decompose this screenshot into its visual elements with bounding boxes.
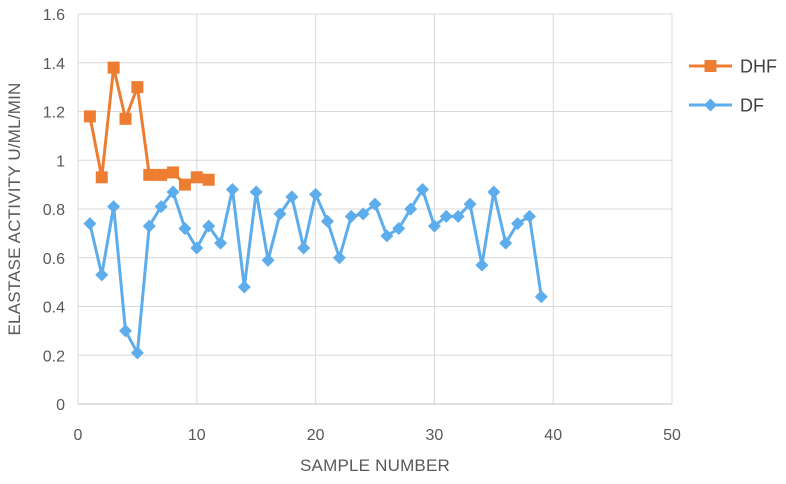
- data-point-df: [95, 268, 109, 282]
- data-point-df: [190, 241, 204, 255]
- data-point-df: [427, 219, 441, 233]
- data-point-df: [392, 222, 406, 235]
- data-point-df: [273, 207, 287, 221]
- data-point-df: [285, 190, 299, 204]
- y-axis-title: ELASTASE ACTIVITY U/ML/MIN: [5, 82, 24, 335]
- data-point-dhf: [119, 112, 132, 125]
- data-point-df: [344, 209, 358, 223]
- data-point-df: [511, 217, 525, 231]
- data-point-df: [166, 185, 180, 199]
- data-point-dhf: [178, 178, 191, 191]
- y-tick-label: 0.8: [43, 202, 65, 219]
- data-point-df: [261, 253, 275, 267]
- data-point-df: [463, 197, 477, 211]
- data-point-df: [404, 202, 418, 216]
- axes: 0 0.2 0.4 0.6 0.8 1 1.2 1.4 1.6 0 10 20 30 40 50: [43, 7, 681, 444]
- legend-entry-dhf: DHF: [689, 57, 777, 77]
- data-point-df: [368, 197, 382, 211]
- data-point-dhf: [202, 173, 215, 186]
- series-dhf: [83, 61, 215, 191]
- x-tick-label: 10: [188, 427, 206, 444]
- data-point-df: [487, 185, 501, 199]
- data-point-df: [320, 214, 334, 228]
- data-point-df: [309, 187, 323, 201]
- data-point-df: [475, 258, 489, 272]
- data-point-df: [107, 200, 121, 214]
- data-point-dhf: [95, 171, 108, 184]
- data-point-dhf: [107, 61, 120, 74]
- x-tick-label: 20: [307, 427, 325, 444]
- data-point-df: [249, 185, 263, 199]
- data-point-df: [130, 346, 144, 360]
- legend-marker: [704, 98, 717, 112]
- data-point-df: [83, 217, 97, 231]
- legend-label: DF: [740, 96, 764, 116]
- data-point-dhf: [155, 168, 168, 181]
- data-point-df: [202, 219, 216, 233]
- data-point-df: [237, 280, 251, 294]
- legend-label: DHF: [740, 57, 777, 77]
- data-point-df: [119, 324, 133, 338]
- legend: DHF DF: [689, 57, 777, 116]
- x-tick-label: 50: [663, 427, 681, 444]
- x-tick-label: 40: [544, 427, 562, 444]
- data-point-df: [439, 209, 453, 223]
- data-point-df: [178, 222, 192, 235]
- x-tick-label: 30: [426, 427, 444, 444]
- y-tick-label: 1: [56, 153, 65, 170]
- data-point-df: [499, 236, 513, 250]
- legend-marker: [704, 60, 717, 72]
- legend-entry-df: DF: [689, 96, 764, 116]
- data-point-df: [332, 251, 346, 265]
- data-point-df: [214, 236, 228, 250]
- data-point-dhf: [190, 171, 203, 184]
- y-tick-label: 0: [56, 397, 65, 414]
- y-tick-label: 1.4: [43, 56, 65, 73]
- data-point-df: [380, 229, 394, 243]
- data-point-dhf: [143, 168, 156, 181]
- x-axis-title: SAMPLE NUMBER: [300, 456, 450, 475]
- x-tick-label: 0: [74, 427, 83, 444]
- data-point-dhf: [167, 166, 180, 179]
- data-point-dhf: [131, 81, 144, 94]
- data-point-df: [534, 290, 548, 304]
- y-tick-label: 0.4: [43, 300, 65, 317]
- data-point-df: [297, 241, 311, 255]
- data-point-df: [451, 209, 465, 223]
- data-point-df: [225, 183, 239, 196]
- y-tick-label: 0.2: [43, 348, 65, 365]
- series-df: [83, 183, 548, 360]
- data-point-df: [142, 219, 156, 233]
- series-line-dhf: [88, 66, 209, 187]
- data-point-df: [356, 207, 370, 221]
- data-point-df: [154, 200, 168, 214]
- y-tick-label: 1.2: [43, 105, 65, 122]
- y-tick-label: 1.6: [43, 7, 65, 24]
- data-point-dhf: [83, 110, 96, 123]
- y-tick-label: 0.6: [43, 251, 65, 268]
- data-point-df: [416, 183, 430, 196]
- series-group: [83, 61, 548, 360]
- data-point-df: [522, 209, 536, 223]
